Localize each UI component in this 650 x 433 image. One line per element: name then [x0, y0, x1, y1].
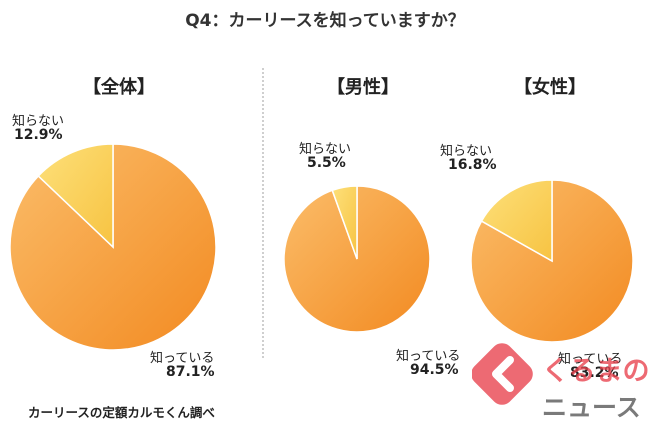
slice-value-known-male: 94.5% — [410, 362, 459, 378]
panel-title-overall: 【全体】 — [83, 77, 155, 98]
slice-label-known-male: 知っている — [396, 349, 461, 364]
panel-title-female: 【女性】 — [514, 77, 586, 98]
slice-label-known-female: 知っている — [558, 352, 623, 367]
pie-female — [470, 179, 634, 343]
source-note: カーリースの定額カルモくん調べ — [28, 405, 215, 420]
panel-title-male: 【男性】 — [327, 77, 399, 98]
pie-slice-unknown-overall — [37, 143, 114, 249]
slice-label-unknown-overall: 知らない — [12, 114, 65, 129]
slice-value-unknown-male: 5.5% — [307, 155, 346, 171]
slice-value-unknown-overall: 12.9% — [14, 127, 63, 143]
kuruma-news-logo-icon: くるまの ニュース — [472, 343, 648, 422]
chart-title: Q4：カーリースを知っていますか？ — [185, 11, 465, 31]
panel-divider — [262, 68, 264, 358]
pie-slice-unknown-female — [480, 179, 553, 263]
slice-value-unknown-female: 16.8% — [448, 157, 497, 173]
slice-value-known-female: 83.2% — [570, 365, 619, 381]
pie-overall — [9, 143, 217, 351]
pie-slice-unknown-male — [331, 185, 358, 260]
slice-label-unknown-male: 知らない — [299, 142, 352, 157]
slice-value-known-overall: 87.1% — [166, 364, 215, 380]
pie-male — [283, 185, 431, 333]
slice-label-unknown-female: 知らない — [440, 144, 493, 159]
logo-text-top: くるまの — [542, 356, 648, 387]
slice-label-known-overall: 知っている — [150, 351, 215, 366]
logo-text-bottom: ニュース — [542, 393, 641, 422]
